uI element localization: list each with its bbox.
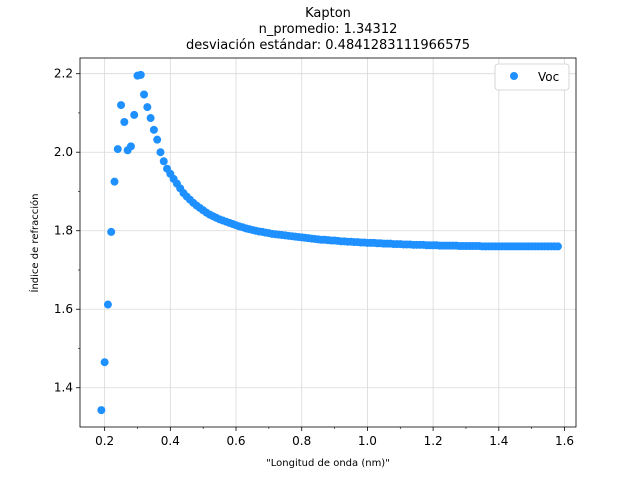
data-point — [149, 125, 158, 134]
chart-title-line-2: n_promedio: 1.34312 — [259, 22, 398, 37]
x-axis-label: "Longitud de onda (nm)" — [266, 458, 390, 469]
x-tick-label: 0.2 — [95, 434, 114, 448]
x-tick-label: 1.4 — [489, 434, 508, 448]
data-point — [136, 70, 145, 79]
y-tick-label: 2.2 — [54, 67, 73, 81]
data-point — [117, 101, 126, 110]
legend: Voc — [494, 63, 570, 91]
data-point — [103, 300, 112, 309]
data-point — [130, 110, 139, 119]
legend-box — [494, 63, 570, 91]
data-point — [140, 90, 149, 99]
data-point — [97, 406, 106, 415]
x-tick-label: 1.6 — [555, 434, 574, 448]
legend-marker-voc — [510, 72, 518, 80]
data-point — [120, 117, 129, 126]
x-tick-label: 0.4 — [161, 434, 180, 448]
y-tick-label: 1.4 — [54, 381, 73, 395]
x-tick-label: 1.0 — [358, 434, 377, 448]
data-point — [110, 177, 119, 186]
y-tick-label: 1.6 — [54, 302, 73, 316]
y-tick-label: 2.0 — [54, 145, 73, 159]
x-axis-ticks: 0.2 0.4 0.6 0.8 1.0 1.2 1.4 1.6 — [95, 427, 574, 448]
series-voc-points — [97, 70, 562, 415]
data-point — [146, 114, 155, 123]
x-tick-label: 0.8 — [292, 434, 311, 448]
y-axis-ticks: 1.4 1.6 1.8 2.0 2.2 — [54, 67, 80, 395]
data-point — [153, 135, 162, 144]
chart-title-line-3: desviación estándar: 0.4841283111966575 — [186, 38, 470, 53]
plot-area-frame — [79, 57, 577, 428]
legend-label-voc: Voc — [538, 70, 559, 84]
y-axis-label: Índice de refracción — [28, 194, 41, 293]
data-point — [156, 148, 165, 157]
data-point — [126, 142, 135, 151]
x-tick-label: 1.2 — [424, 434, 443, 448]
data-point — [553, 242, 562, 251]
data-point — [113, 145, 122, 154]
chart-title-line-1: Kapton — [305, 6, 351, 21]
x-tick-label: 0.6 — [226, 434, 245, 448]
data-point — [107, 227, 116, 236]
data-point — [143, 103, 152, 112]
data-point — [159, 157, 168, 166]
data-point — [100, 358, 109, 367]
y-gridlines — [80, 73, 576, 389]
y-tick-label: 1.8 — [54, 224, 73, 238]
